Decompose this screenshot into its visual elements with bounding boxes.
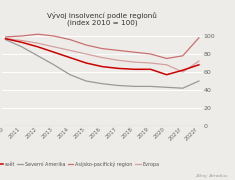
Evropa: [181, 71, 184, 73]
Line: Evropa: Evropa: [6, 39, 199, 72]
Severní Amerika: [4, 39, 7, 41]
Severní Amerika: [85, 80, 87, 82]
Evropa: [197, 60, 200, 62]
Asijsko-pacifický region: [85, 44, 87, 46]
svět: [52, 51, 55, 53]
Severní Amerika: [52, 64, 55, 66]
Severní Amerika: [101, 83, 104, 85]
svět: [117, 67, 120, 69]
Asijsko-pacifický region: [69, 39, 71, 41]
Evropa: [133, 61, 136, 63]
Line: svět: svět: [6, 39, 199, 75]
Severní Amerika: [133, 85, 136, 87]
Line: Severní Amerika: Severní Amerika: [6, 40, 199, 88]
Evropa: [4, 38, 7, 40]
Line: Asijsko-pacifický region: Asijsko-pacifický region: [6, 34, 199, 58]
Evropa: [52, 46, 55, 48]
Evropa: [101, 57, 104, 59]
Severní Amerika: [197, 80, 200, 82]
Evropa: [117, 59, 120, 61]
Severní Amerika: [181, 87, 184, 89]
Asijsko-pacifický region: [36, 33, 39, 35]
Severní Amerika: [20, 46, 23, 48]
svět: [149, 68, 152, 70]
Evropa: [36, 42, 39, 44]
Asijsko-pacifický region: [197, 37, 200, 39]
Evropa: [165, 64, 168, 66]
Asijsko-pacifický region: [52, 35, 55, 37]
Severní Amerika: [165, 86, 168, 88]
Legend: svět, Severní Amerika, Asijsko-pacifický region, Evropa: svět, Severní Amerika, Asijsko-pacifický…: [0, 159, 161, 169]
svět: [69, 57, 71, 59]
svět: [133, 68, 136, 70]
Asijsko-pacifický region: [181, 55, 184, 57]
Asijsko-pacifický region: [165, 57, 168, 60]
svět: [36, 46, 39, 48]
Title: Vývoj insolvencí podle regionů
(index 2010 = 100): Vývoj insolvencí podle regionů (index 20…: [47, 12, 157, 26]
Asijsko-pacifický region: [101, 48, 104, 50]
Evropa: [69, 49, 71, 51]
Asijsko-pacifický region: [20, 35, 23, 37]
svět: [197, 64, 200, 66]
Evropa: [20, 39, 23, 42]
Asijsko-pacifický region: [117, 49, 120, 51]
svět: [181, 69, 184, 71]
Asijsko-pacifický region: [133, 51, 136, 53]
svět: [4, 38, 7, 40]
svět: [101, 66, 104, 68]
Severní Amerika: [36, 55, 39, 57]
Severní Amerika: [69, 74, 71, 76]
Asijsko-pacifický region: [4, 36, 7, 38]
Evropa: [85, 53, 87, 55]
svět: [85, 62, 87, 64]
Text: Zdroj: Atradius: Zdroj: Atradius: [196, 174, 228, 178]
Severní Amerika: [149, 85, 152, 87]
svět: [165, 74, 168, 76]
Severní Amerika: [117, 84, 120, 87]
Asijsko-pacifický region: [149, 53, 152, 55]
svět: [20, 41, 23, 43]
Evropa: [149, 62, 152, 64]
